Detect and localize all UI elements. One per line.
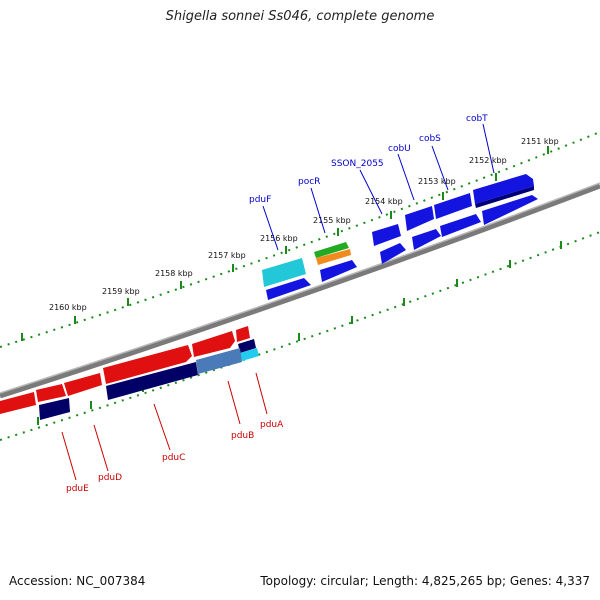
gene-label-pduA[interactable]: pduA bbox=[260, 420, 284, 430]
kbp-label: 2160 kbp bbox=[49, 303, 87, 312]
inner-scale-rail bbox=[0, 231, 600, 441]
leader-lines bbox=[61, 123, 495, 481]
gene-pduC[interactable] bbox=[106, 362, 198, 400]
kbp-label: 2157 kbp bbox=[208, 251, 246, 260]
gene-pocR[interactable] bbox=[314, 242, 349, 258]
gene-label-pduD[interactable]: pduD bbox=[98, 473, 122, 483]
gene-SSON_2055[interactable] bbox=[372, 224, 401, 246]
kbp-label: 2156 kbp bbox=[260, 234, 298, 243]
forward-gene-track bbox=[262, 174, 538, 300]
gene-cobT-lower[interactable] bbox=[482, 195, 538, 225]
gene-cobU[interactable] bbox=[405, 206, 434, 231]
gene-cobS[interactable] bbox=[434, 193, 472, 219]
gene-cobS-lower[interactable] bbox=[440, 214, 481, 237]
kbp-label: 2158 kbp bbox=[155, 269, 193, 278]
gene-red-1[interactable] bbox=[236, 326, 250, 342]
map-title: Shigella sonnei Ss046, complete genome bbox=[165, 9, 435, 24]
genome-backbone bbox=[0, 183, 600, 399]
kbp-label: 2153 kbp bbox=[418, 177, 456, 186]
gene-red-6[interactable] bbox=[0, 392, 36, 414]
gene-pduA[interactable] bbox=[238, 339, 256, 353]
kbp-label: 2154 kbp bbox=[365, 197, 403, 206]
gene-cobT[interactable] bbox=[473, 174, 534, 204]
kbp-label: 2155 kbp bbox=[313, 216, 351, 225]
gene-label-pduE[interactable]: pduE bbox=[66, 484, 89, 494]
outer-scale-rail bbox=[0, 131, 600, 348]
gene-pduF[interactable] bbox=[262, 258, 306, 287]
gene-label-pduF[interactable]: pduF bbox=[249, 195, 271, 205]
gene-red-5[interactable] bbox=[36, 384, 66, 402]
gene-label-cobS[interactable]: cobS bbox=[419, 134, 441, 144]
gene-pocR-lower[interactable] bbox=[320, 260, 357, 282]
gene-label-SSON_2055[interactable]: SSON_2055 bbox=[331, 159, 384, 169]
gene-pduF-lower[interactable] bbox=[266, 278, 311, 300]
kbp-label: 2152 kbp bbox=[469, 156, 507, 165]
kbp-label: 2159 kbp bbox=[102, 287, 140, 296]
genome-summary-text: Topology: circular; Length: 4,825,265 bp… bbox=[260, 574, 590, 588]
gene-label-pocR[interactable]: pocR bbox=[298, 177, 320, 187]
reverse-gene-track bbox=[0, 326, 259, 420]
gene-label-pduB[interactable]: pduB bbox=[231, 431, 254, 441]
gene-SSON_2055-lower[interactable] bbox=[380, 243, 406, 264]
gene-red-3[interactable] bbox=[103, 345, 192, 384]
gene-pocR-orange[interactable] bbox=[316, 249, 351, 265]
gene-label-cobU[interactable]: cobU bbox=[388, 144, 411, 154]
accession-text: Accession: NC_007384 bbox=[9, 574, 146, 588]
gene-pduB[interactable] bbox=[196, 348, 242, 374]
gene-cobU-lower[interactable] bbox=[412, 229, 441, 250]
gene-label-cobT[interactable]: cobT bbox=[466, 114, 488, 124]
gene-red-4[interactable] bbox=[64, 373, 102, 396]
gene-red-2[interactable] bbox=[192, 331, 235, 357]
gene-pduE[interactable] bbox=[39, 398, 70, 420]
gene-label-pduC[interactable]: pduC bbox=[162, 453, 185, 463]
gene-pduA-cyan[interactable] bbox=[240, 348, 259, 361]
kbp-label: 2151 kbp bbox=[521, 137, 559, 146]
genome-backbone-highlight bbox=[0, 182, 600, 394]
gene-cobT-shade bbox=[475, 186, 534, 208]
